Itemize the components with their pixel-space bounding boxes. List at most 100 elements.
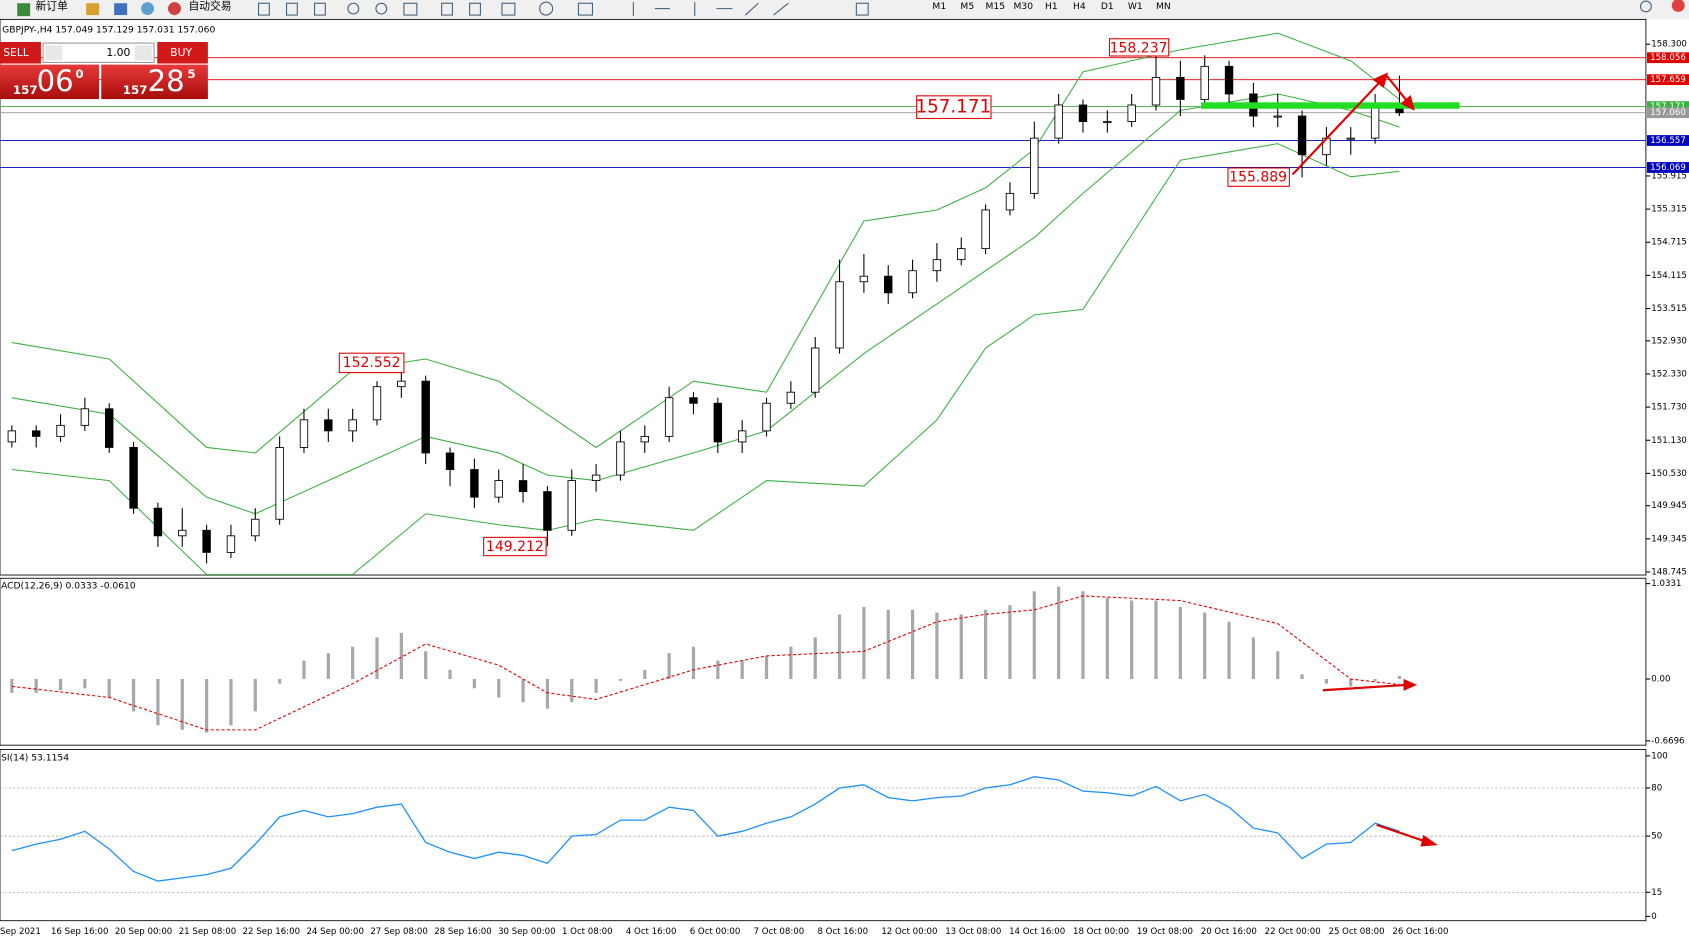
rsi-title: SI(14) 53.1154: [1, 754, 69, 764]
x-tick-label: 26 Oct 16:00: [1392, 927, 1448, 937]
arrowhead: [1403, 678, 1417, 691]
chart-title: GBPJPY-,H4 157.049 157.129 157.031 157.0…: [2, 26, 215, 36]
rsi-panel: [0, 749, 1647, 922]
timeframe-button[interactable]: MN: [1156, 2, 1171, 12]
x-tick-label: 25 Oct 08:00: [1328, 927, 1384, 937]
icon-new-order[interactable]: [17, 3, 31, 17]
macd-bar: [180, 679, 184, 730]
icon[interactable]: [577, 2, 593, 16]
buy-label[interactable]: BUY: [170, 46, 192, 59]
timeframe-button[interactable]: M30: [1014, 2, 1034, 12]
icon[interactable]: [403, 2, 418, 16]
auto-trading-button[interactable]: 自动交易: [189, 0, 232, 12]
macd-bar: [618, 679, 623, 681]
y-tick-label: 15: [1651, 888, 1662, 898]
icon[interactable]: [773, 2, 789, 16]
x-tick-label: 18 Oct 00:00: [1073, 927, 1129, 937]
price-level-label: 157.171: [1650, 102, 1686, 112]
candle-body: [1078, 104, 1088, 122]
price-level-label: 157.659: [1650, 75, 1686, 85]
candle-body: [445, 452, 455, 470]
lots-down[interactable]: [45, 45, 63, 61]
icon[interactable]: [441, 2, 453, 16]
timeframe-button[interactable]: H4: [1073, 2, 1086, 12]
lots-up[interactable]: [134, 45, 152, 61]
y-tick-label: 148.745: [1651, 567, 1687, 577]
candle-body: [348, 419, 357, 432]
icon[interactable]: [347, 2, 360, 15]
annotation-box: [483, 536, 547, 557]
new-order-button[interactable]: 新订单: [36, 0, 69, 12]
arrowhead: [1420, 834, 1438, 847]
icon[interactable]: [257, 2, 270, 16]
arrow: [1385, 74, 1410, 105]
buy-button[interactable]: [157, 41, 208, 64]
x-tick-label: 8 Oct 16:00: [817, 927, 868, 937]
candle-body: [153, 507, 163, 537]
icon[interactable]: [285, 2, 298, 16]
icon-auto-trading[interactable]: [168, 2, 181, 16]
candle-body: [518, 480, 528, 493]
timeframe-button[interactable]: H1: [1045, 2, 1058, 12]
timeframe-button[interactable]: M15: [986, 2, 1006, 12]
macd-bar: [1227, 621, 1231, 680]
candle-body: [202, 529, 211, 553]
lots-input[interactable]: [42, 42, 155, 63]
macd-bar: [448, 669, 452, 680]
bid-pips: 06: [37, 64, 74, 98]
notification-icon[interactable]: [1671, 0, 1685, 12]
lots-value[interactable]: 1.00: [106, 46, 130, 59]
candle-body: [105, 408, 114, 448]
candle-body: [251, 518, 260, 537]
annotation-box: [338, 352, 405, 374]
candle-body: [1127, 104, 1136, 122]
bid-box[interactable]: [0, 64, 100, 100]
icon[interactable]: [501, 2, 516, 16]
macd-bar: [789, 646, 793, 680]
icon[interactable]: [141, 2, 155, 16]
sell-label[interactable]: SELL: [3, 46, 29, 59]
macd-bar: [983, 609, 988, 680]
macd-bar: [959, 614, 963, 680]
icon[interactable]: [539, 1, 554, 16]
bollinger-band: [11, 143, 1400, 576]
timeframe-button[interactable]: D1: [1101, 2, 1114, 12]
icon[interactable]: [469, 2, 481, 16]
icon[interactable]: [375, 2, 388, 15]
trade-panel: SELL 1.00 BUY 157 06 0 157 28 5: [0, 41, 208, 100]
x-tick-label: 20 Oct 16:00: [1201, 927, 1257, 937]
macd-bar: [1251, 637, 1256, 680]
macd-bar: [545, 679, 550, 709]
candle-body: [591, 474, 601, 482]
candle-body: [737, 430, 747, 443]
icon[interactable]: [855, 2, 869, 16]
macd-bar: [326, 653, 330, 680]
timeframe-button[interactable]: M5: [960, 2, 974, 12]
macd-bar: [204, 679, 209, 733]
timeframe-button[interactable]: M1: [932, 2, 946, 12]
search-icon[interactable]: [1639, 0, 1652, 13]
icon[interactable]: [114, 3, 128, 16]
macd-bar: [910, 609, 915, 680]
icon[interactable]: [86, 3, 100, 16]
candle-body: [786, 391, 796, 404]
x-tick-label: 19 Oct 08:00: [1137, 927, 1193, 937]
icon[interactable]: [313, 2, 326, 16]
candle-body: [1151, 76, 1161, 106]
timeframe-button[interactable]: W1: [1128, 2, 1143, 12]
macd-bar: [34, 679, 38, 693]
annotation-box: [1108, 38, 1170, 57]
macd-bar: [1057, 586, 1061, 680]
candle-body: [1224, 65, 1234, 95]
macd-signal: [11, 595, 1400, 731]
annotation: 149.212: [486, 539, 544, 555]
sell-button[interactable]: [0, 41, 41, 64]
ask-box[interactable]: [101, 64, 208, 100]
annotations: 158.237 157.171 155.889 152.552 149.212: [338, 38, 1290, 557]
y-tick-label: 1.0331: [1651, 579, 1681, 589]
candle-body: [981, 209, 990, 250]
macd-bar: [1276, 651, 1280, 680]
candle-body: [1030, 137, 1039, 194]
icon[interactable]: [745, 2, 759, 16]
